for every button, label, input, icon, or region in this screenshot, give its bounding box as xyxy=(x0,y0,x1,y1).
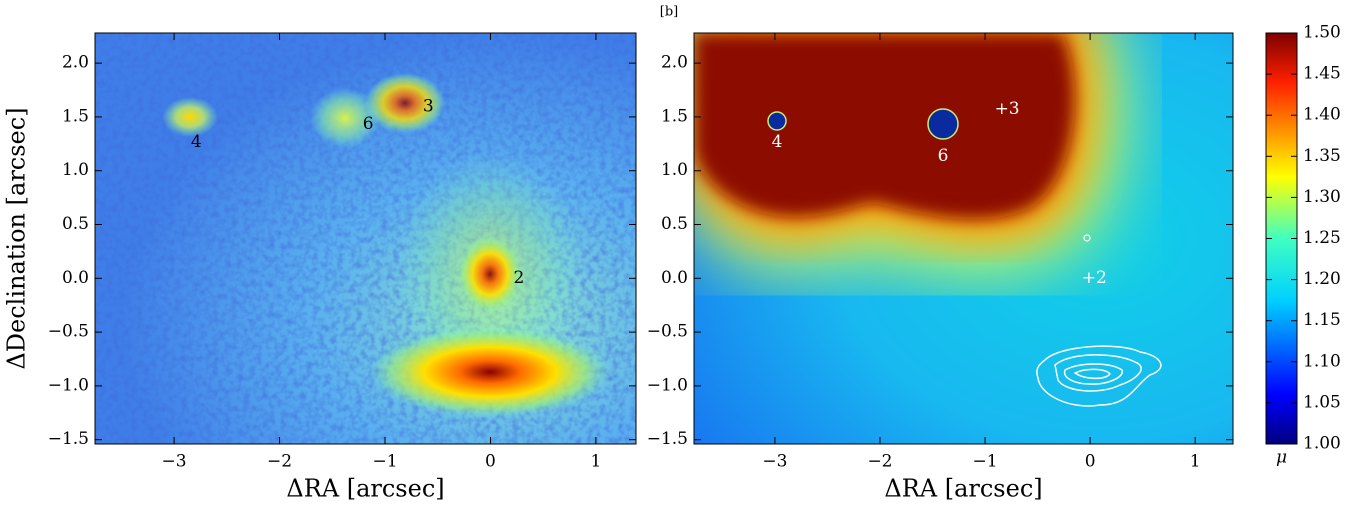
x-tick-label: 1 xyxy=(1190,452,1201,472)
y-tick-label: 2.0 xyxy=(62,53,89,73)
y-tick-label: 0.5 xyxy=(62,214,89,234)
y-tick-label: 0.0 xyxy=(661,268,688,288)
x-tick-label: 0 xyxy=(485,452,496,472)
axes-frame xyxy=(94,32,637,445)
annotation: 4 xyxy=(772,132,783,152)
y-axis-label: ΔDeclination [arcsec] xyxy=(3,107,31,369)
x-tick-label: −2 xyxy=(867,452,892,472)
y-tick-label: −1.0 xyxy=(48,375,89,395)
panel-title: [b] xyxy=(660,5,678,20)
x-tick-label: −2 xyxy=(267,452,292,472)
annotation: 6 xyxy=(938,146,949,166)
y-tick-label: 0.5 xyxy=(661,214,688,234)
y-tick-label: 1.5 xyxy=(62,106,89,126)
colorbar-tick-label: 1.45 xyxy=(1303,64,1341,84)
x-tick-label: 0 xyxy=(1085,452,1096,472)
colorbar-tick-label: 1.50 xyxy=(1303,23,1341,43)
colorbar-tick-label: 1.20 xyxy=(1303,269,1341,289)
y-tick-label: −1.0 xyxy=(647,375,688,395)
annotation: +2 xyxy=(1082,268,1107,288)
colorbar-tick-label: 1.00 xyxy=(1303,434,1341,454)
y-tick-label: 1.0 xyxy=(661,160,688,180)
magnification-map xyxy=(694,33,1233,444)
x-tick-label: −3 xyxy=(762,452,787,472)
y-tick-label: −1.5 xyxy=(48,429,89,449)
colorbar-label: μ xyxy=(1276,448,1287,468)
annotation: 4 xyxy=(191,132,202,152)
y-tick-label: 0.0 xyxy=(62,268,89,288)
annotation: +3 xyxy=(995,99,1020,119)
y-tick-label: −0.5 xyxy=(647,322,688,342)
colorbar-tick-label: 1.05 xyxy=(1303,392,1341,412)
y-tick-label: −0.5 xyxy=(48,322,89,342)
x-axis-label: ΔRA [arcsec] xyxy=(286,475,444,503)
colorbar-tick-label: 1.40 xyxy=(1303,105,1341,125)
y-tick-label: 1.5 xyxy=(661,106,688,126)
annotation: 2 xyxy=(514,268,525,288)
annotation: 6 xyxy=(363,114,374,134)
colorbar-tick-label: 1.35 xyxy=(1303,146,1341,166)
x-tick-label: 1 xyxy=(591,452,602,472)
y-tick-label: 2.0 xyxy=(661,53,688,73)
colorbar-tick-label: 1.10 xyxy=(1303,351,1341,371)
x-axis-label: ΔRA [arcsec] xyxy=(884,475,1042,503)
observed-image xyxy=(95,33,636,444)
colorbar-tick-label: 1.25 xyxy=(1303,228,1341,248)
x-tick-label: −3 xyxy=(162,452,187,472)
annotation: 3 xyxy=(423,97,434,117)
x-tick-label: −1 xyxy=(372,452,397,472)
colorbar-tick-label: 1.15 xyxy=(1303,310,1341,330)
colorbar-tick-label: 1.30 xyxy=(1303,187,1341,207)
axes-frame xyxy=(693,32,1234,445)
x-tick-label: −1 xyxy=(973,452,998,472)
y-tick-label: −1.5 xyxy=(647,429,688,449)
y-tick-label: 1.0 xyxy=(62,160,89,180)
